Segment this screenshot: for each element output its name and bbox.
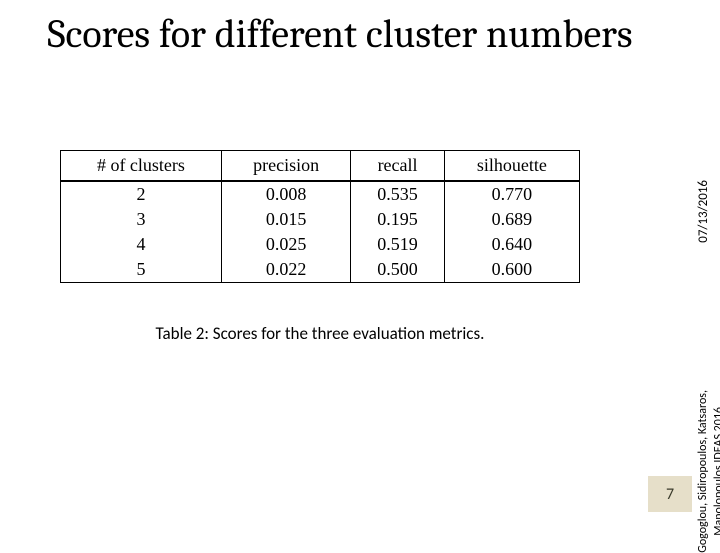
page-number: 7 <box>666 485 674 504</box>
page-number-badge: 7 <box>648 476 692 512</box>
slide-title: Scores for different cluster numbers <box>0 0 720 58</box>
col-recall: recall <box>351 151 444 182</box>
cell: 0.519 <box>351 232 444 257</box>
cell: 0.025 <box>221 232 351 257</box>
cell: 5 <box>61 257 222 283</box>
authors-line2: Manolopoulos IDEAS 2016 <box>712 407 720 536</box>
table-caption: Table 2: Scores for the three evaluation… <box>60 323 580 344</box>
col-clusters: # of clusters <box>61 151 222 182</box>
cell: 0.600 <box>444 257 579 283</box>
table-header-row: # of clusters precision recall silhouett… <box>61 151 580 182</box>
cell: 0.640 <box>444 232 579 257</box>
cell: 0.689 <box>444 207 579 232</box>
table-row: 3 0.015 0.195 0.689 <box>61 207 580 232</box>
cell: 0.008 <box>221 181 351 207</box>
table-row: 2 0.008 0.535 0.770 <box>61 181 580 207</box>
cell: 0.535 <box>351 181 444 207</box>
cell: 0.015 <box>221 207 351 232</box>
table-row: 4 0.025 0.519 0.640 <box>61 232 580 257</box>
cell: 4 <box>61 232 222 257</box>
cell: 0.770 <box>444 181 579 207</box>
cell: 0.500 <box>351 257 444 283</box>
cell: 2 <box>61 181 222 207</box>
table-row: 5 0.022 0.500 0.600 <box>61 257 580 283</box>
metrics-table: # of clusters precision recall silhouett… <box>60 150 580 283</box>
col-precision: precision <box>221 151 351 182</box>
sidebar-authors: Gogoglou, Sidiropoulos, Katsaros, Manolo… <box>696 390 720 553</box>
authors-line1: Gogoglou, Sidiropoulos, Katsaros, <box>696 390 710 553</box>
cell: 0.022 <box>221 257 351 283</box>
cell: 3 <box>61 207 222 232</box>
content-area: # of clusters precision recall silhouett… <box>60 150 580 344</box>
cell: 0.195 <box>351 207 444 232</box>
sidebar-date: 07/13/2016 <box>696 180 711 243</box>
col-silhouette: silhouette <box>444 151 579 182</box>
